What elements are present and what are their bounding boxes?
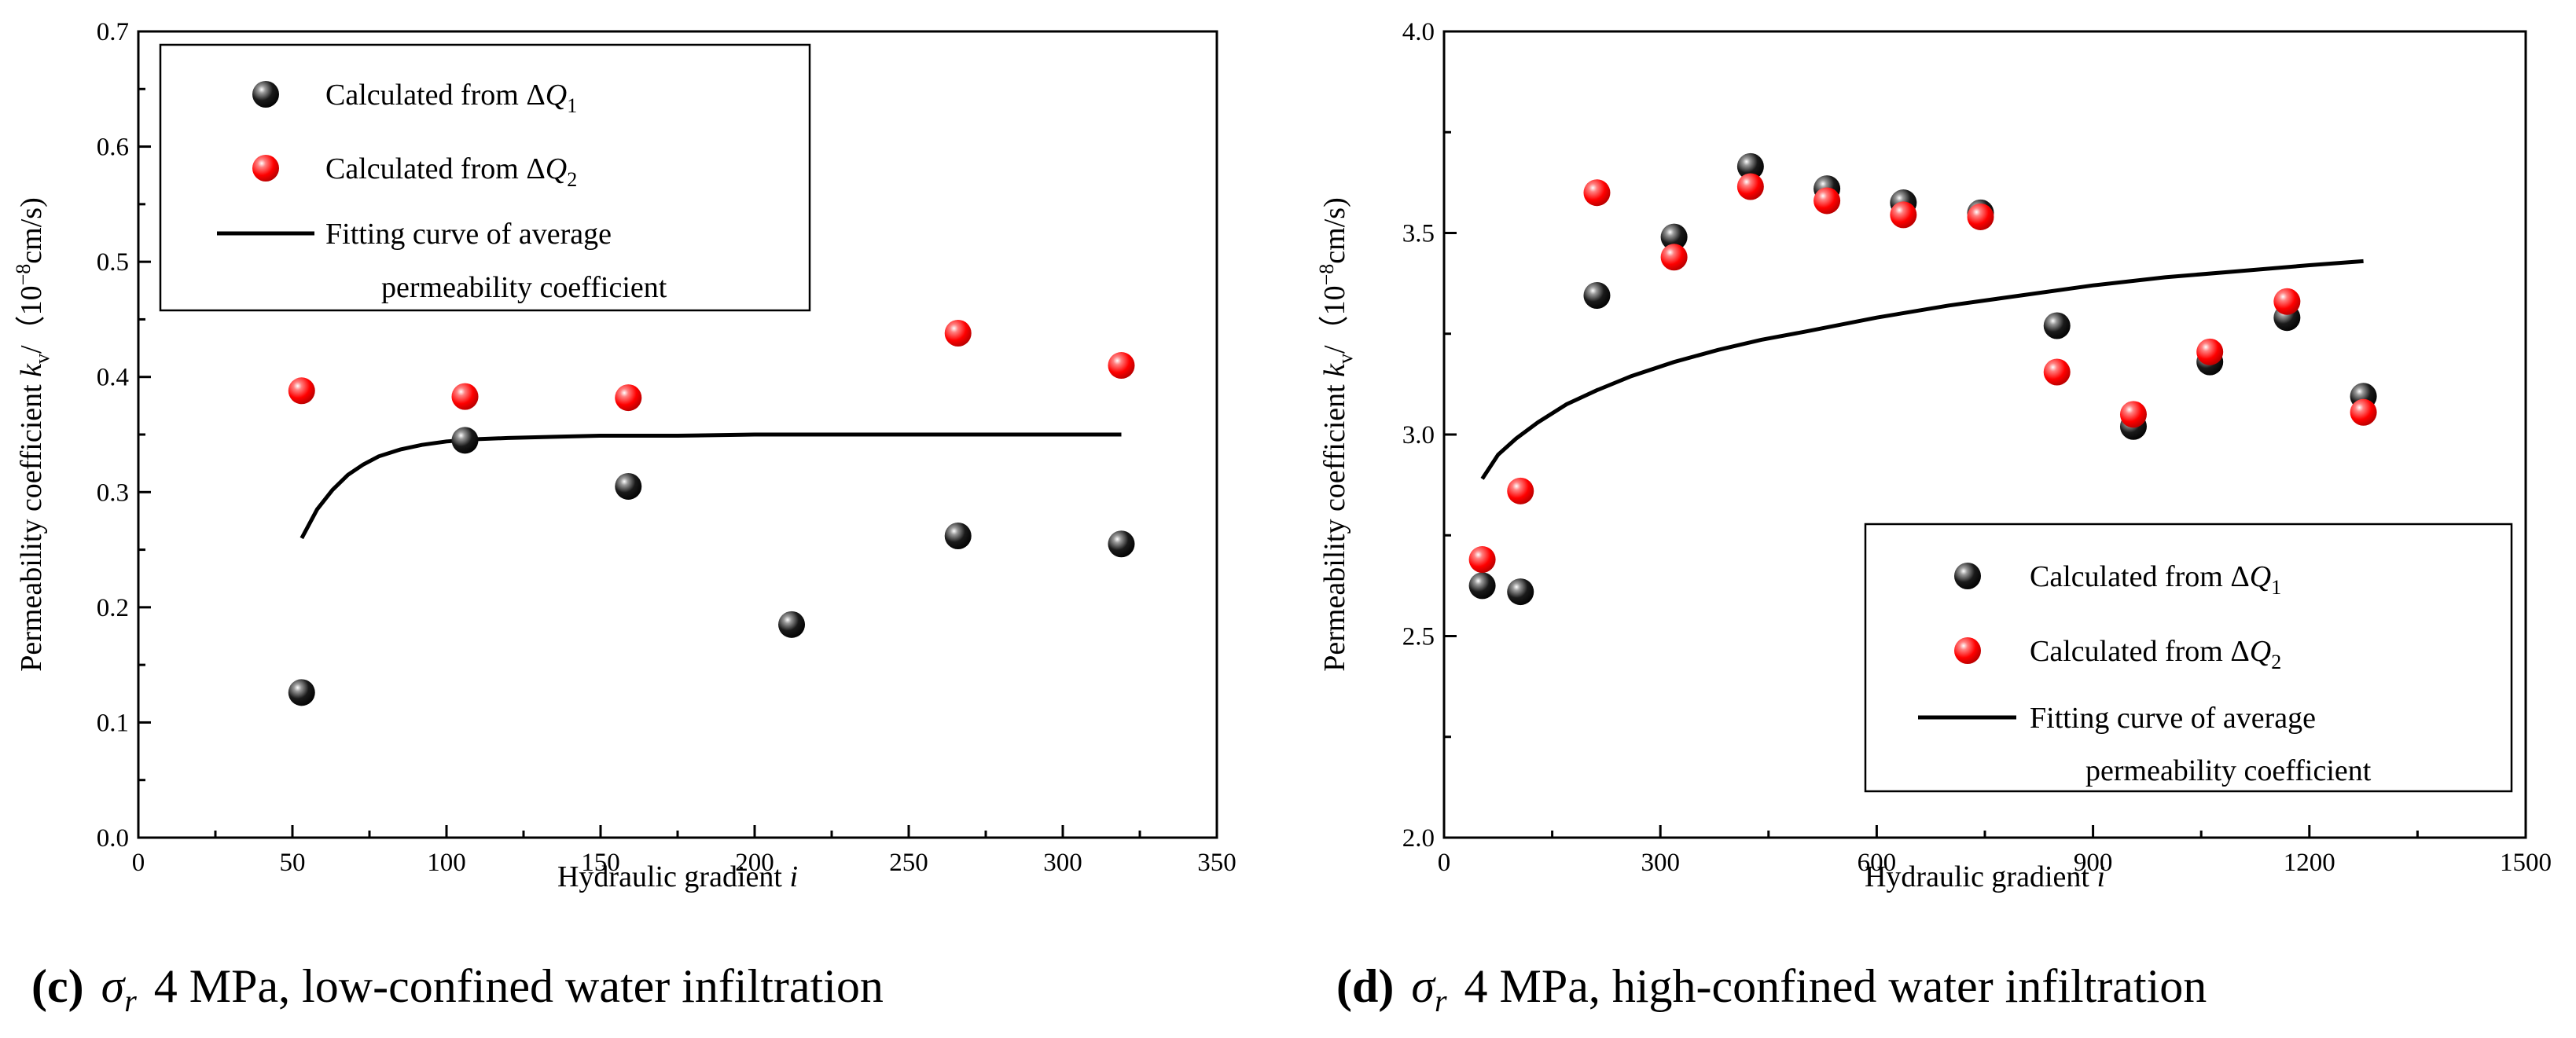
panel-c-y-tick-label: 0.2: [97, 594, 129, 622]
panel-d-point-dq2: [1890, 201, 1917, 229]
panel-c-caption: (c) σr 4 MPa, low-confined water infiltrat…: [31, 960, 884, 1018]
panel-d-points-layer: [1468, 152, 2377, 606]
panel-c-point-dq1: [778, 611, 806, 638]
panel-d-point-dq1: [1660, 223, 1688, 251]
panel-d-legend-marker-dq1: [1954, 563, 1981, 589]
panel-d-legend-fit-label-line2: permeability coefficient: [2085, 754, 2372, 787]
panel-d-legend: Calculated from ΔQ1 Calculated from ΔQ2 …: [1864, 523, 2513, 793]
panel-c-y-tick-label: 0.5: [97, 248, 129, 277]
panel-d-x-tick-label: 1500: [2500, 849, 2552, 877]
panel-d-x-tick-label: 1200: [2284, 849, 2335, 877]
panel-d-x-tick-label: 600: [1858, 849, 1897, 877]
panel-c: 0 50 100 150 200 250 300 350 0.0 0.1 0.2 0.3 0.4 0.5 0…: [12, 18, 1237, 1018]
panel-d-legend-label-dq1: Calculated from ΔQ1: [2030, 560, 2281, 599]
panel-d-ticks: 0 300 600 900 1200 1500 2.0 2.5 3.0 3.5 4.0: [1402, 18, 2552, 877]
panel-c-x-tick-label: 350: [1197, 849, 1237, 877]
panel-d-point-dq1: [1736, 152, 1764, 180]
panel-c-x-tick-label: 200: [735, 849, 774, 877]
panel-c-x-axis-title: Hydraulic gradient i: [557, 860, 798, 893]
panel-c-y-tick-label: 0.4: [97, 364, 129, 392]
panel-d-point-dq2: [2043, 358, 2071, 386]
panel-c-x-tick-label: 250: [889, 849, 928, 877]
panel-c-x-tick-label: 300: [1043, 849, 1082, 877]
panel-d-point-dq2: [2119, 401, 2147, 428]
panel-c-legend-label-dq2: Calculated from ΔQ2: [325, 152, 577, 191]
panel-c-y-tick-label: 0.6: [97, 134, 129, 162]
panel-d-point-dq2: [1736, 173, 1764, 200]
panel-c-y-tick-label: 0.1: [97, 709, 129, 737]
panel-d-point-dq1: [2043, 312, 2071, 339]
panel-c-point-dq1: [944, 522, 972, 549]
panel-c-legend-label-dq1: Calculated from ΔQ1: [325, 79, 577, 117]
panel-c-point-dq2: [615, 384, 642, 412]
panel-d-y-tick-label: 3.0: [1402, 421, 1435, 449]
panel-d-point-dq1: [1583, 282, 1611, 310]
panel-c-point-dq2: [944, 320, 972, 347]
panel-c-fit-curve: [299, 432, 1122, 540]
panel-d-point-dq2: [1507, 477, 1534, 504]
panel-d-y-tick-label: 2.0: [1402, 824, 1435, 853]
panel-c-legend-marker-dq2: [252, 155, 279, 182]
panel-d-point-dq2: [2350, 398, 2377, 426]
panel-c-y-tick-label: 0.0: [97, 824, 129, 853]
panel-c-point-dq2: [451, 383, 479, 410]
panel-c-point-dq2: [1108, 352, 1135, 380]
panel-c-legend-marker-dq1: [252, 81, 279, 108]
panel-c-x-tick-label: 0: [132, 849, 145, 877]
panel-c-point-dq1: [1108, 530, 1135, 558]
panel-c-point-dq1: [288, 679, 315, 706]
panel-c-y-axis-title: Permeability coefficient kv/（10−8cm/s): [12, 197, 53, 671]
panel-c-ticks: 0 50 100 150 200 250 300 350 0.0 0.1 0.2 0.3 0.4 0.5 0…: [97, 18, 1237, 877]
panel-d-y-axis-title: Permeability coefficient kv/（10−8cm/s): [1315, 197, 1357, 671]
panel-d-legend-fit-label-line1: Fitting curve of average: [2030, 702, 2316, 735]
panel-c-point-dq1: [451, 427, 479, 454]
panel-d-point-dq2: [1813, 187, 1841, 215]
panel-c-point-dq1: [615, 472, 642, 500]
panel-c-x-tick-label: 150: [581, 849, 620, 877]
panel-d-point-dq2: [2196, 338, 2224, 365]
panel-d-point-dq2: [2273, 288, 2301, 315]
panel-c-legend: Calculated from ΔQ1 Calculated from ΔQ2 …: [159, 43, 811, 312]
panel-d-point-dq2: [1468, 546, 1496, 574]
panel-c-y-tick-label: 0.7: [97, 18, 129, 46]
panel-d-legend-marker-dq2: [1954, 637, 1981, 664]
panel-d-fit-layer: [1480, 259, 2364, 480]
panel-d-point-dq1: [1468, 572, 1496, 600]
panel-d-x-tick-label: 0: [1438, 849, 1451, 877]
panel-d-y-tick-label: 2.5: [1402, 623, 1435, 651]
panel-d-x-axis-title: Hydraulic gradient i: [1865, 860, 2105, 893]
panel-d-y-tick-label: 3.5: [1402, 220, 1435, 248]
panel-c-x-tick-label: 100: [427, 849, 466, 877]
panel-d-x-tick-label: 900: [2074, 849, 2113, 877]
panel-c-legend-fit-label-line1: Fitting curve of average: [325, 218, 612, 251]
panel-d-legend-label-dq2: Calculated from ΔQ2: [2030, 635, 2281, 673]
panel-d-point-dq2: [1967, 203, 1994, 230]
panel-d-point-dq2: [1660, 244, 1688, 271]
panel-c-point-dq2: [288, 377, 315, 405]
panel-d-fit-curve: [1480, 259, 2364, 480]
panel-d-y-tick-label: 4.0: [1402, 18, 1435, 46]
panel-d-caption: (d) σr 4 MPa, high-confined water infiltra…: [1336, 960, 2207, 1018]
panel-c-legend-fit-label-line2: permeability coefficient: [381, 271, 667, 304]
panel-d-point-dq1: [1507, 578, 1534, 606]
panel-c-y-tick-label: 0.3: [97, 479, 129, 507]
panel-d: 0 300 600 900 1200 1500 2.0 2.5 3.0 3.5 4.0 Calcul…: [1315, 18, 2552, 1018]
panel-c-x-tick-label: 50: [280, 849, 306, 877]
panel-d-point-dq2: [1583, 179, 1611, 207]
panel-c-fit-layer: [299, 432, 1122, 540]
panel-d-x-tick-label: 300: [1641, 849, 1680, 877]
